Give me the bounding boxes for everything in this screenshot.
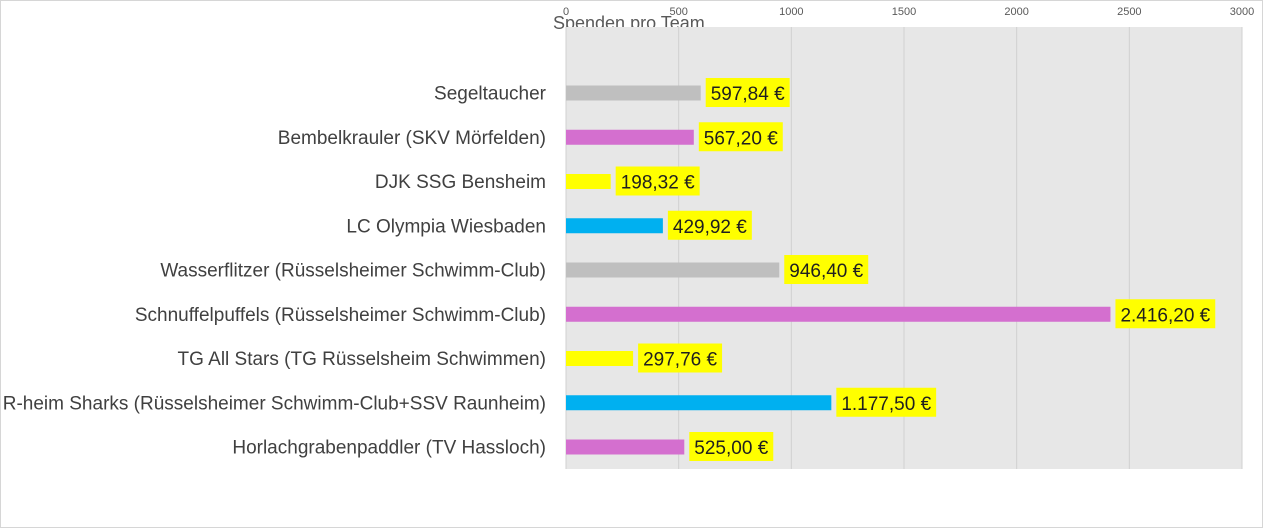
data-label-background — [784, 255, 869, 284]
data-label: 429,92 € — [673, 217, 747, 238]
data-label: 198,32 € — [621, 173, 695, 194]
data-label-background — [836, 387, 937, 417]
data-label-background — [615, 166, 700, 196]
bar — [566, 306, 1111, 322]
category-label: DJK SSG Bensheim — [375, 172, 546, 193]
category-label: Horlachgrabenpaddler (TV Hassloch) — [232, 438, 546, 459]
data-label-background — [705, 78, 790, 107]
category-label: R-heim Sharks (Rüsselsheimer Schwimm-Clu… — [3, 393, 546, 414]
bar — [566, 351, 634, 366]
data-label-background — [667, 210, 752, 240]
category-label: Bembelkrauler (SKV Mörfelden) — [278, 128, 546, 149]
x-tick-label: 1000 — [779, 6, 803, 18]
data-label: 525,00 € — [694, 438, 768, 459]
category-label: TG All Stars (TG Rüsselsheim Schwimmen) — [178, 349, 546, 370]
x-tick-label: 0 — [563, 6, 569, 18]
data-label: 597,84 € — [711, 84, 785, 105]
x-tick-label: 3000 — [1230, 6, 1254, 18]
data-label-background — [638, 343, 723, 373]
x-tick-label: 500 — [669, 6, 687, 18]
data-label-background — [1115, 299, 1216, 329]
data-label: 297,76 € — [643, 350, 717, 371]
data-label: 946,40 € — [789, 261, 863, 282]
bar — [566, 129, 694, 145]
bar — [566, 439, 685, 455]
bar — [566, 262, 780, 278]
x-tick-label: 1500 — [892, 6, 916, 18]
x-tick-label: 2500 — [1117, 6, 1141, 18]
category-label: Segeltaucher — [434, 84, 547, 105]
category-label: Schnuffelpuffels (Rüsselsheimer Schwimm-… — [135, 305, 546, 326]
data-label: 567,20 € — [704, 128, 778, 149]
category-label: LC Olympia Wiesbaden — [346, 216, 546, 237]
bar — [566, 395, 832, 411]
data-label: 2.416,20 € — [1120, 305, 1210, 326]
data-label-background — [698, 122, 783, 152]
category-label: Wasserflitzer (Rüsselsheimer Schwimm-Clu… — [160, 261, 546, 282]
x-tick-label: 2000 — [1004, 6, 1028, 18]
bar — [566, 218, 663, 234]
bar — [566, 174, 611, 189]
data-label-background — [689, 432, 774, 461]
data-label: 1.177,50 € — [841, 394, 931, 415]
bar — [566, 85, 701, 101]
